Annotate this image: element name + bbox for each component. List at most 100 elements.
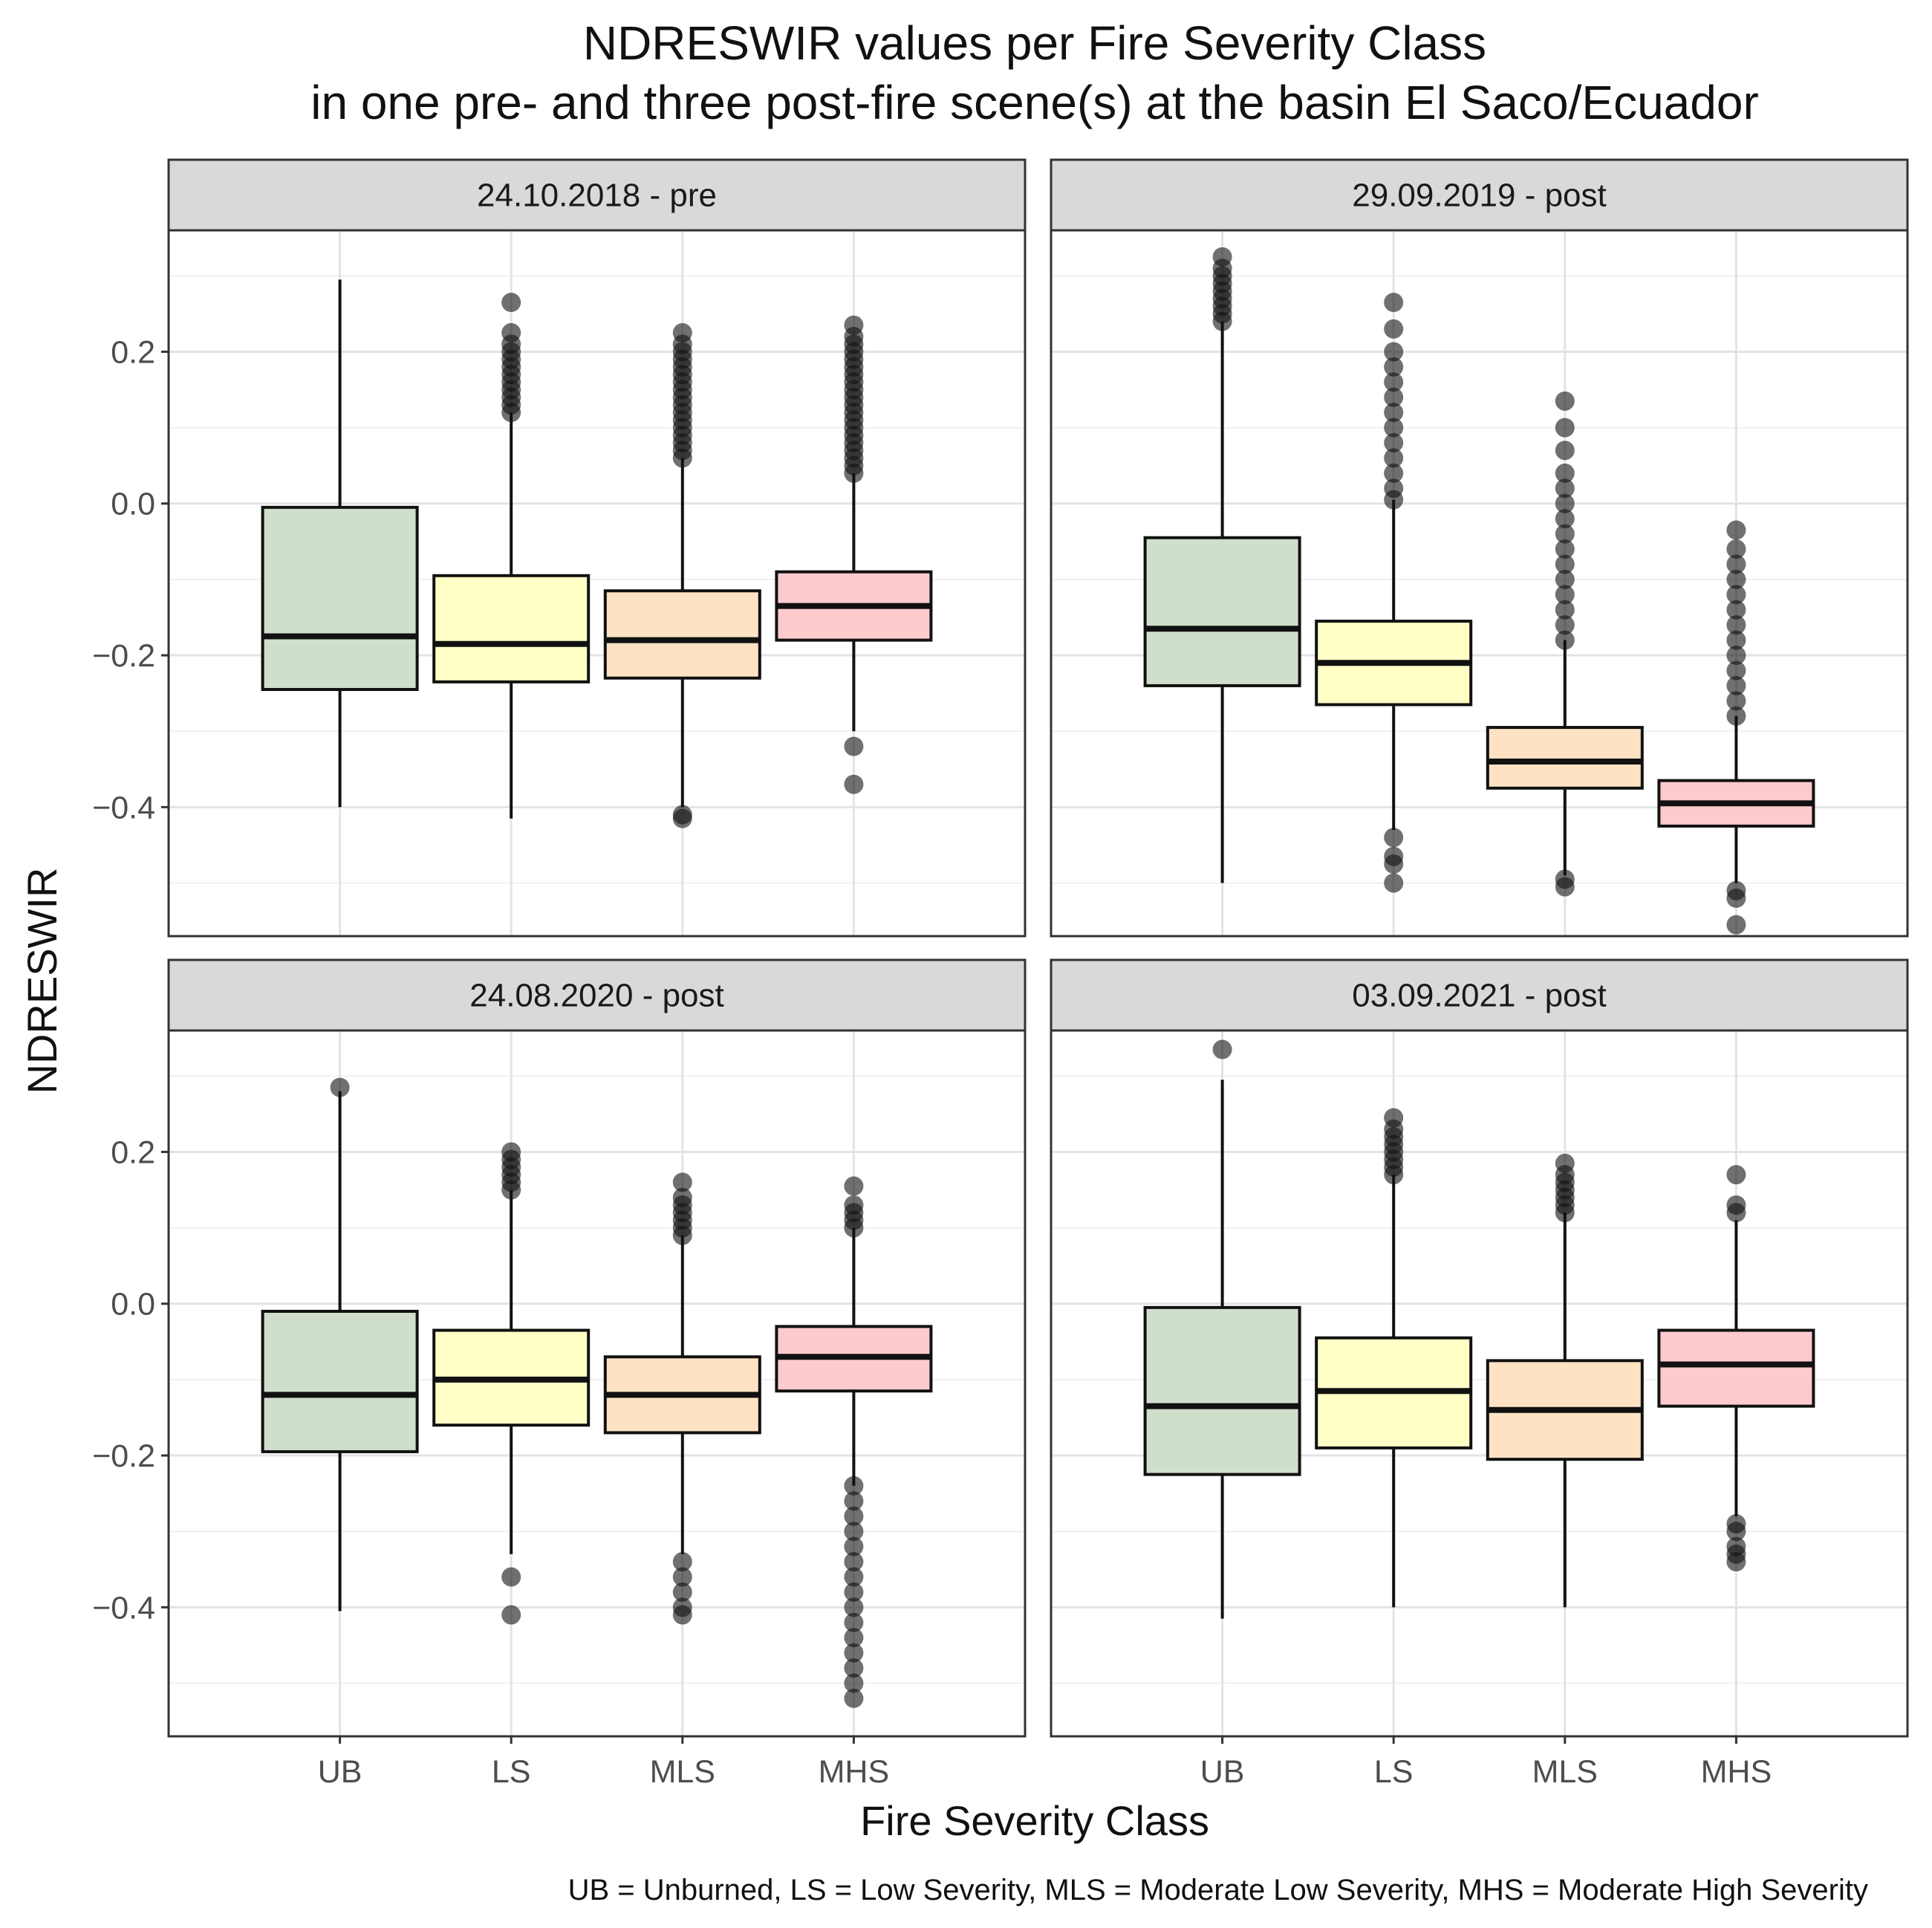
outlier-point: [672, 805, 692, 825]
x-tick-label: MLS: [650, 1754, 715, 1790]
facet-panel: 24.10.2018 - pre: [167, 158, 1027, 938]
outlier-point: [1384, 403, 1404, 423]
box-iqr: [261, 505, 419, 692]
outlier-point: [672, 322, 692, 343]
outlier-point: [1726, 1536, 1746, 1557]
boxplot-mls: [603, 322, 761, 828]
outlier-point: [1384, 372, 1404, 392]
outlier-point: [1726, 1165, 1746, 1185]
x-tick-labels: UB LS MLS MHS UB LS MLS MHS: [318, 1736, 1772, 1790]
outlier-point: [1726, 615, 1746, 635]
outlier-point: [844, 1597, 864, 1617]
facet-strip-label: 24.10.2018 - pre: [477, 178, 717, 214]
outlier-point: [1384, 448, 1404, 468]
outlier-point: [1384, 846, 1404, 866]
boxplot-mhs: [775, 315, 933, 794]
outlier-point: [1555, 478, 1575, 499]
y-tick-label: −0.4: [92, 790, 155, 825]
outlier-point: [844, 1628, 864, 1648]
outlier-point: [1384, 342, 1404, 362]
outlier-point: [1555, 463, 1575, 483]
y-tick-label: 0.0: [111, 487, 155, 522]
boxplot-mhs: [1657, 520, 1815, 935]
box-iqr: [1143, 536, 1301, 687]
outlier-point: [1555, 569, 1575, 589]
outlier-point: [844, 1582, 864, 1602]
outlier-point: [1384, 387, 1404, 407]
facets-layer: 24.10.2018 - pre 29.09.2019 - post 24.08.2…: [167, 158, 1909, 1738]
outlier-point: [844, 1552, 864, 1572]
outlier-point: [844, 1688, 864, 1708]
outlier-point: [1726, 915, 1746, 935]
outlier-point: [844, 736, 864, 756]
outlier-point: [1384, 319, 1404, 339]
outlier-point: [844, 1643, 864, 1663]
outlier-point: [1726, 539, 1746, 559]
facet-strip-label: 24.08.2020 - post: [469, 978, 723, 1014]
outlier-point: [672, 1187, 692, 1207]
boxplot-ub: [1143, 1039, 1301, 1619]
facet-strip: [1050, 158, 1909, 232]
boxplot-ls: [432, 293, 591, 819]
panel-border: [167, 229, 1027, 938]
outlier-point: [844, 1612, 864, 1632]
x-tick-label: LS: [492, 1754, 531, 1790]
outlier-point: [1384, 873, 1404, 893]
outlier-point: [1555, 441, 1575, 461]
outlier-point: [1555, 418, 1575, 438]
panel-border: [1050, 229, 1909, 938]
x-tick-label: UB: [1200, 1754, 1245, 1790]
facet-strip-label: 03.09.2021 - post: [1352, 978, 1606, 1014]
facet-panel: 24.08.2020 - post: [167, 958, 1027, 1738]
outlier-point: [1726, 880, 1746, 900]
outlier-point: [844, 315, 864, 335]
y-tick-label: 0.2: [111, 1135, 155, 1170]
box-iqr: [1143, 1305, 1301, 1476]
outlier-point: [330, 1077, 350, 1097]
outlier-point: [1555, 391, 1575, 411]
outlier-point: [844, 1176, 864, 1196]
y-tick-label: −0.2: [92, 638, 155, 674]
boxplot-mhs: [775, 1176, 933, 1708]
outlier-point: [1384, 478, 1404, 499]
outlier-point: [1726, 646, 1746, 666]
outlier-point: [1384, 418, 1404, 438]
boxplot-ub: [1143, 247, 1301, 883]
facet-strip: [1050, 958, 1909, 1032]
panel-border: [167, 1029, 1027, 1738]
outlier-point: [1726, 1195, 1746, 1215]
x-tick-label: MHS: [819, 1754, 890, 1790]
outlier-point: [1726, 569, 1746, 589]
outlier-point: [1726, 706, 1746, 726]
x-axis-title: Fire Severity Class: [860, 1797, 1209, 1844]
outlier-point: [1555, 585, 1575, 605]
outlier-point: [1726, 520, 1746, 540]
outlier-point: [844, 1522, 864, 1542]
outlier-point: [1384, 293, 1404, 313]
outlier-point: [1555, 554, 1575, 574]
box-iqr: [603, 589, 761, 680]
outlier-point: [672, 1597, 692, 1617]
outlier-point: [1555, 509, 1575, 529]
x-tick-label: LS: [1374, 1754, 1414, 1790]
outlier-point: [501, 1142, 521, 1162]
outlier-point: [1555, 869, 1575, 889]
outlier-point: [1555, 600, 1575, 620]
outlier-point: [1555, 1153, 1575, 1173]
outlier-point: [1726, 630, 1746, 650]
outlier-point: [844, 774, 864, 794]
outlier-point: [844, 1491, 864, 1511]
y-tick-label: 0.2: [111, 334, 155, 370]
outlier-point: [1555, 493, 1575, 513]
boxplot-mls: [603, 1172, 761, 1625]
boxplot-ub: [261, 1077, 419, 1611]
facet-panel: 29.09.2019 - post: [1050, 158, 1909, 938]
outlier-point: [1555, 615, 1575, 635]
outlier-point: [844, 1536, 864, 1557]
boxplot-ls: [1315, 1108, 1473, 1608]
panel-border: [1050, 1029, 1909, 1738]
outlier-point: [1726, 585, 1746, 605]
outlier-point: [672, 1172, 692, 1192]
box-iqr: [261, 1309, 419, 1453]
